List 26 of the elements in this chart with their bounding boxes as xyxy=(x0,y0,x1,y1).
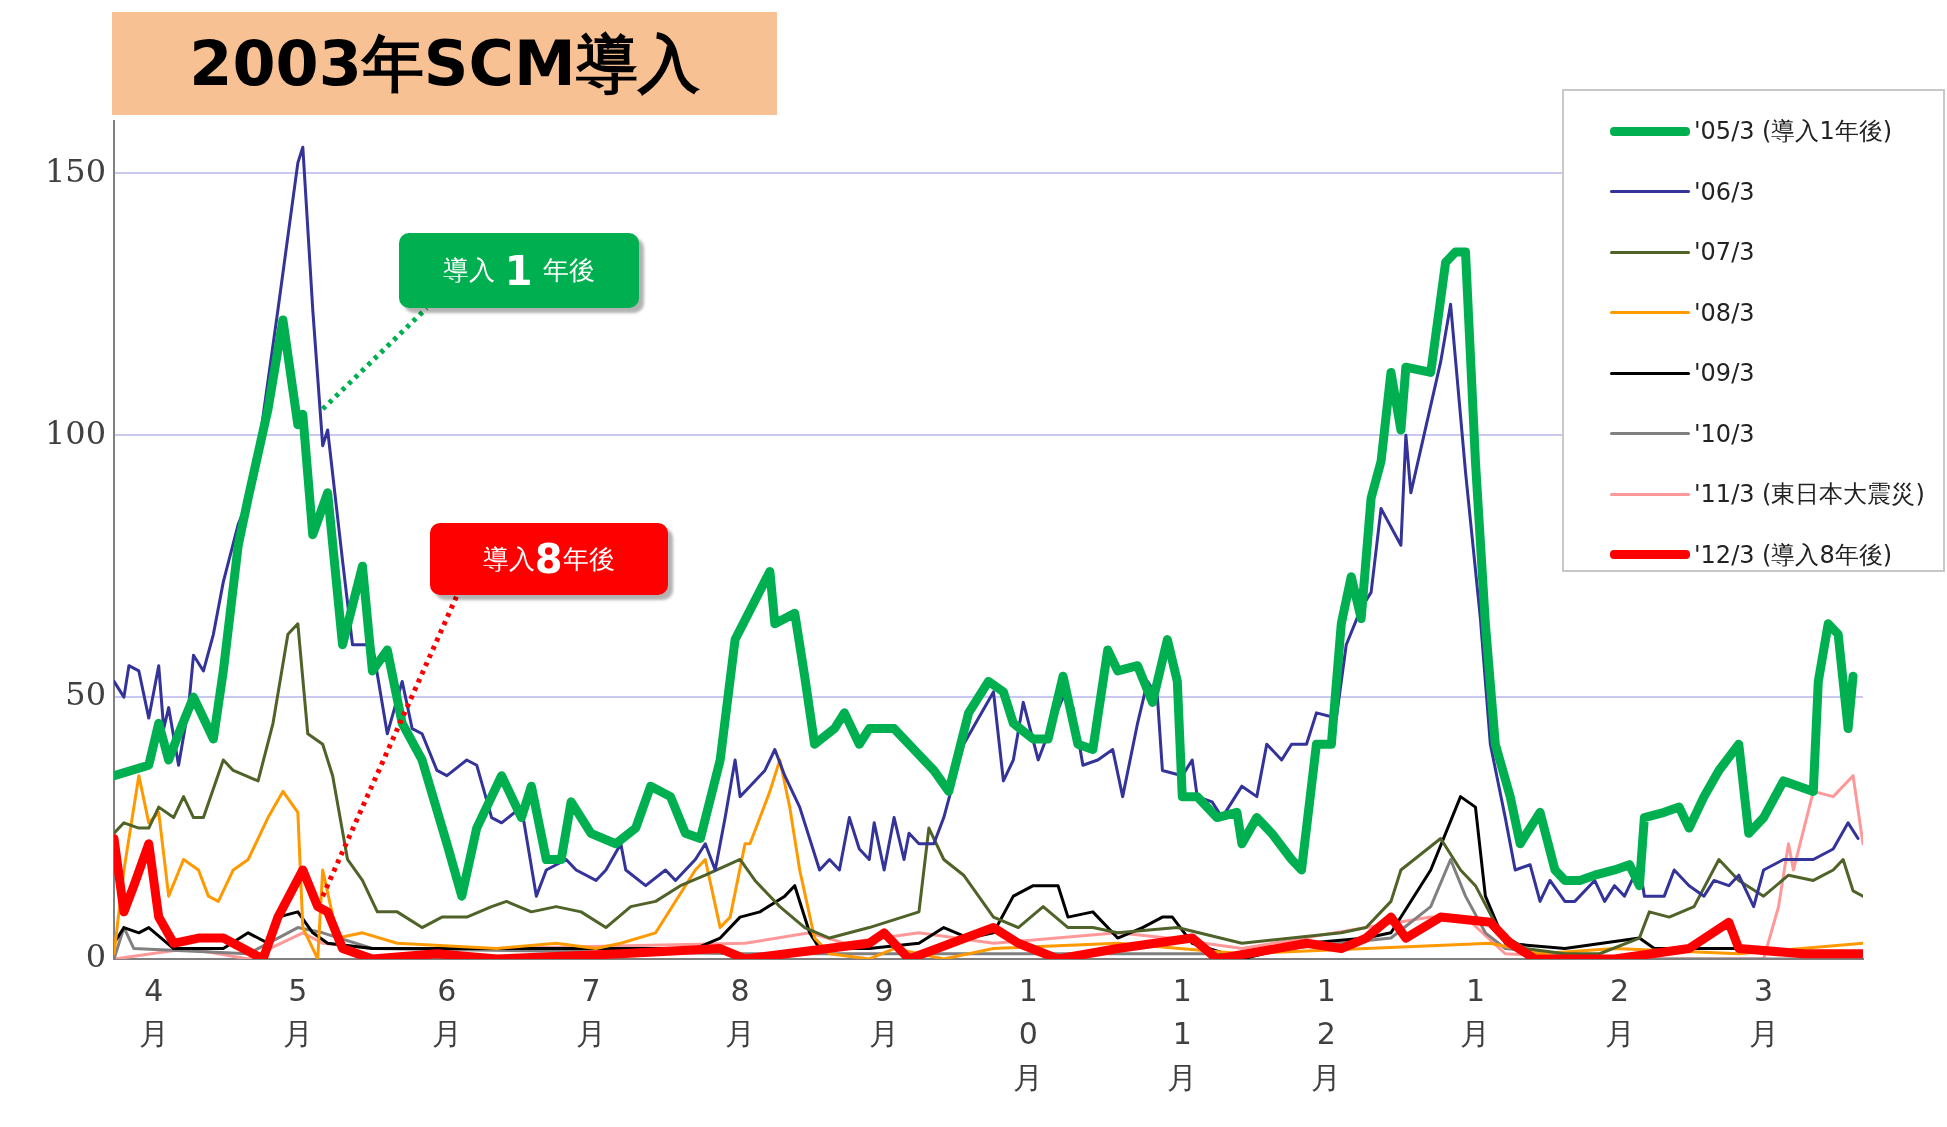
legend-label: '09/3 xyxy=(1694,359,1755,388)
x-tick-label: 7月 xyxy=(576,972,606,1052)
legend-label: '07/3 xyxy=(1694,238,1755,267)
legend-label: '11/3 (東日本大震災) xyxy=(1694,479,1925,511)
y-tick-label: 0 xyxy=(85,937,106,976)
x-tick-label: 10月 xyxy=(1013,972,1044,1095)
legend-label: '05/3 (導入1年後) xyxy=(1694,116,1893,148)
x-tick-label: 6月 xyxy=(431,972,462,1052)
legend-label: '10/3 xyxy=(1694,419,1755,448)
annotation: 導入8年後 xyxy=(482,536,615,583)
legend-label: '06/3 xyxy=(1694,177,1755,206)
legend-label: '08/3 xyxy=(1694,298,1755,327)
x-tick-label: 2月 xyxy=(1604,972,1635,1052)
x-tick-label: 5月 xyxy=(282,972,313,1052)
x-tick-label: 8月 xyxy=(725,972,756,1052)
y-tick-label: 100 xyxy=(44,413,106,452)
x-tick-label: 3月 xyxy=(1748,972,1779,1052)
x-tick-label: 9月 xyxy=(869,972,900,1052)
x-tick-label: 4月 xyxy=(138,972,169,1052)
legend-label: '12/3 (導入8年後) xyxy=(1694,539,1893,571)
x-tick-label: 1月 xyxy=(1460,972,1491,1052)
y-tick-label: 50 xyxy=(65,675,106,714)
x-tick-label: 11月 xyxy=(1167,972,1198,1095)
y-tick-label: 150 xyxy=(44,151,106,190)
x-tick-label: 12月 xyxy=(1311,972,1342,1095)
chart-title: 2003年SCM導入 xyxy=(112,12,777,115)
